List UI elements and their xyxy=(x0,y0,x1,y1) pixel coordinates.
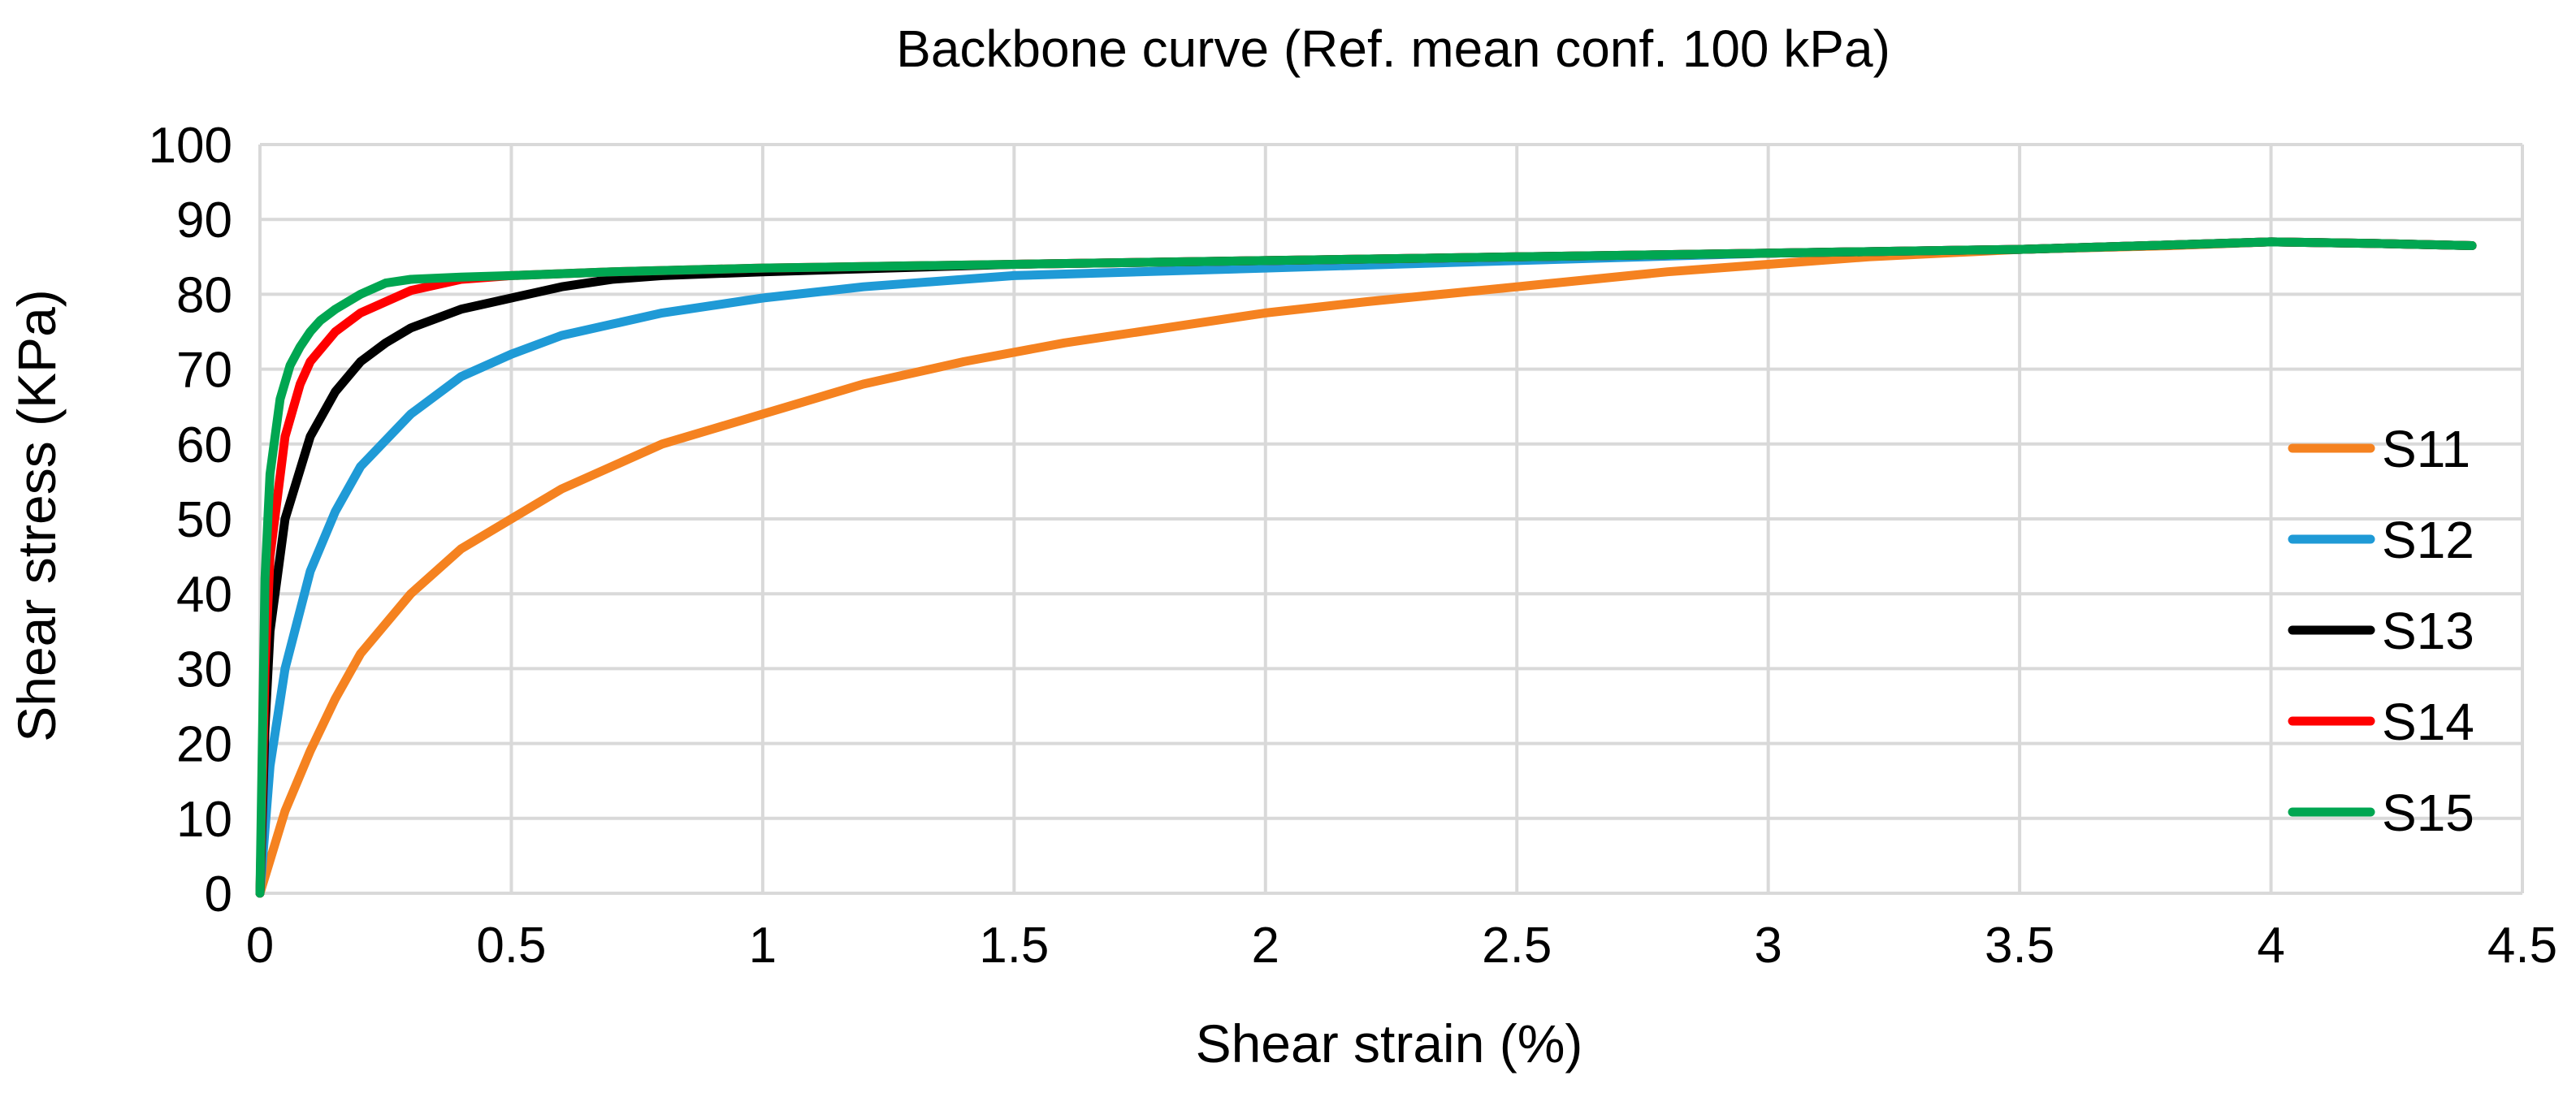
y-axis-label: Shear stress (KPa) xyxy=(6,289,67,742)
y-tick-label: 50 xyxy=(176,492,232,548)
series-line-s14 xyxy=(255,237,2477,898)
y-tick-label: 10 xyxy=(176,792,232,848)
x-tick-label: 4.5 xyxy=(2487,918,2557,974)
y-tick-label: 70 xyxy=(176,343,232,399)
x-tick-label: 2.5 xyxy=(1482,918,1552,974)
y-tick-label: 40 xyxy=(176,567,232,623)
legend-label-s11: S11 xyxy=(2382,420,2470,478)
y-tick-label: 60 xyxy=(176,417,232,473)
x-tick-label: 3 xyxy=(1754,918,1782,974)
legend-label-s13: S13 xyxy=(2382,602,2474,660)
y-axis-tick-labels: 0 10 20 30 40 50 60 70 80 90 100 xyxy=(149,118,232,922)
series-line-s13 xyxy=(255,237,2477,898)
x-tick-label: 1 xyxy=(749,918,777,974)
x-tick-label: 2 xyxy=(1252,918,1279,974)
y-tick-label: 30 xyxy=(176,642,232,698)
legend-label-s15: S15 xyxy=(2382,784,2474,842)
chart-title: Backbone curve (Ref. mean conf. 100 kPa) xyxy=(896,19,1890,78)
legend-label-s14: S14 xyxy=(2382,693,2474,751)
series-line-s12 xyxy=(255,237,2477,898)
y-tick-label: 0 xyxy=(205,866,232,922)
y-tick-label: 80 xyxy=(176,267,232,323)
x-axis-tick-labels: 0 0.5 1 1.5 2 2.5 3 3.5 4 4.5 xyxy=(246,918,2557,974)
x-axis-label: Shear strain (%) xyxy=(1196,1013,1583,1074)
x-tick-label: 0 xyxy=(246,918,274,974)
legend-label-s12: S12 xyxy=(2382,511,2474,569)
series-line-s11 xyxy=(255,237,2477,898)
series-line-s15 xyxy=(255,237,2477,898)
x-tick-label: 4 xyxy=(2257,918,2284,974)
y-tick-label: 100 xyxy=(149,118,232,174)
legend: S11 S12 S13 S14 S15 xyxy=(2288,420,2474,842)
y-tick-label: 90 xyxy=(176,192,232,248)
x-tick-label: 3.5 xyxy=(1985,918,2054,974)
y-tick-label: 20 xyxy=(176,717,232,773)
series-lines xyxy=(255,237,2477,898)
x-tick-label: 1.5 xyxy=(979,918,1049,974)
x-tick-label: 0.5 xyxy=(476,918,546,974)
